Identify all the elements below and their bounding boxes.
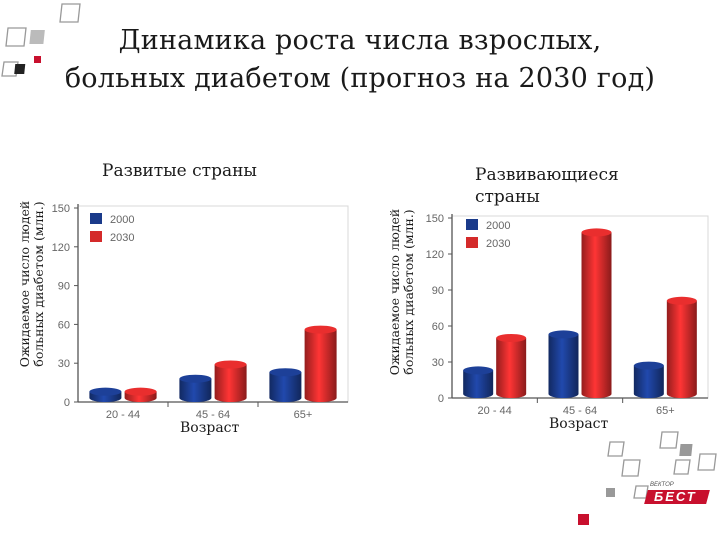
chart1-ytick-label-3: 90 <box>58 281 70 293</box>
chart1-ytick-label-1: 30 <box>58 358 70 370</box>
chart2-xtick-label-0: 20 - 44 <box>478 405 512 417</box>
chart1-bar-2000-1 <box>179 374 212 402</box>
chart2-title-line-2: страны <box>475 187 540 207</box>
chart1-legend-swatch-2030 <box>90 231 102 242</box>
chart2-bar-2000-0 <box>463 366 494 398</box>
chart1-legend-label-2000: 2000 <box>110 214 134 226</box>
chart2-ytick-label-0: 0 <box>438 393 444 405</box>
chart1-bar-2030-1 <box>214 360 247 402</box>
chart2-ytick-label-2: 60 <box>432 321 444 333</box>
chart1-ytick-label-4: 120 <box>52 242 70 254</box>
chart2-legend-swatch-2030 <box>466 237 478 248</box>
chart1-xtick-label-0: 20 - 44 <box>106 409 140 421</box>
title-line-1: Динамика роста числа взрослых, <box>118 25 602 56</box>
chart2-ytick-label-4: 120 <box>426 249 444 261</box>
chart2-ytick-label-5: 150 <box>426 213 444 225</box>
chart2-legend-label-2000: 2000 <box>486 220 510 232</box>
chart2-bar-2030-2 <box>666 296 697 398</box>
logo: ВЕКТОР БЕСТ <box>644 482 716 512</box>
chart2-xtick-label-2: 65+ <box>656 405 675 417</box>
chart2-title-line-1: Развивающиеся <box>475 165 619 185</box>
title-line-2: больных диабетом (прогноз на 2030 год) <box>64 63 656 94</box>
chart1-ytick-label-5: 150 <box>52 203 70 215</box>
chart1-legend-label-2030: 2030 <box>110 232 134 244</box>
chart2-ytick-label-3: 90 <box>432 285 444 297</box>
chart2-ytick-label-1: 30 <box>432 357 444 369</box>
chart2-legend-label-2030: 2030 <box>486 238 510 250</box>
chart1-legend-swatch-2000 <box>90 213 102 224</box>
chart1-xtick-label-1: 45 - 64 <box>196 409 230 421</box>
chart2-bar-2000-2 <box>633 361 664 398</box>
decorative-squares-top-left <box>1 3 81 77</box>
chart1-bar-2000-0 <box>89 387 122 402</box>
chart2-bar-2030-0 <box>496 334 527 398</box>
chart1-title: Развитые страны <box>102 161 257 181</box>
chart1-ytick-label-2: 60 <box>58 319 70 331</box>
chart2-title: Развивающиеся страны <box>475 164 619 208</box>
page-title: Динамика роста числа взрослых, больных д… <box>40 22 680 98</box>
chart1-bar-2000-2 <box>269 368 302 402</box>
chart1-bar-2030-0 <box>124 387 157 402</box>
chart2-xtick-label-1: 45 - 64 <box>563 405 597 417</box>
chart2-legend-swatch-2000 <box>466 219 478 230</box>
chart1-xtick-label-2: 65+ <box>294 409 313 421</box>
chart1-bar-2030-2 <box>304 325 337 402</box>
chart1-xlabel: Возраст <box>180 420 240 436</box>
logo-text: БЕСТ <box>654 489 697 504</box>
logo-small-text: ВЕКТОР <box>650 482 674 488</box>
decorative-squares-bottom-right <box>578 431 717 525</box>
chart2-bar-2030-1 <box>581 228 612 398</box>
chart2-xlabel: Возраст <box>549 416 609 432</box>
chart2-bar-2000-1 <box>548 330 579 398</box>
chart1-ytick-label-0: 0 <box>64 397 70 409</box>
